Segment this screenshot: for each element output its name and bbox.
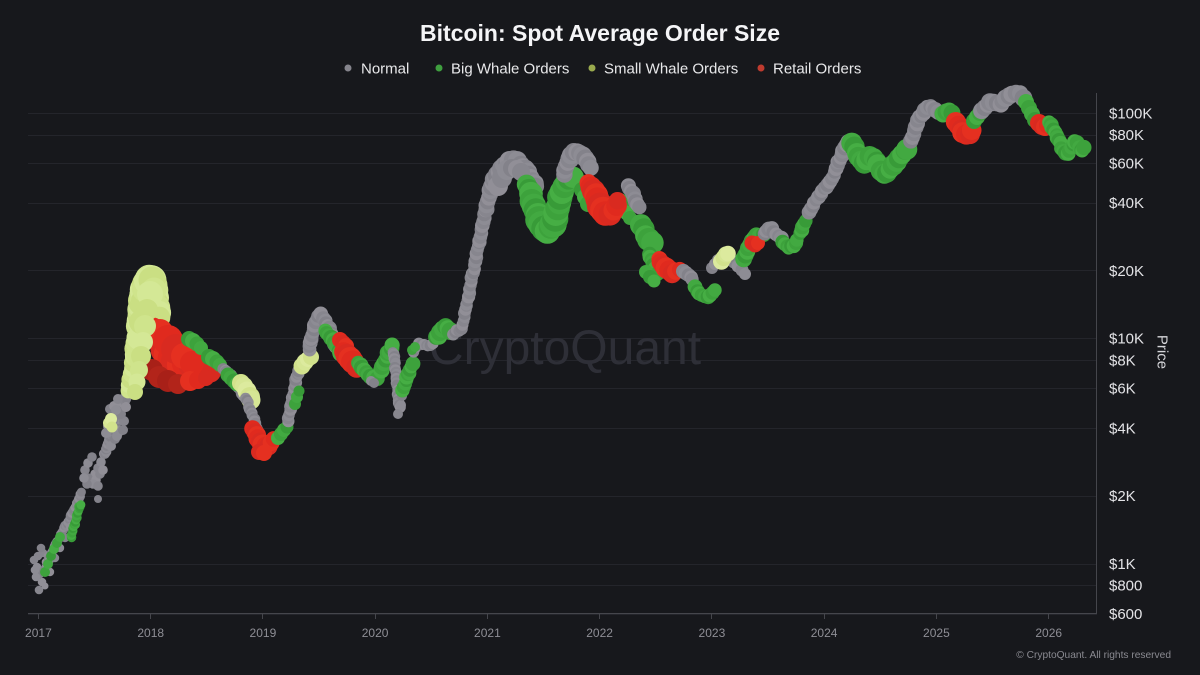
- svg-text:2018: 2018: [137, 626, 164, 640]
- svg-text:2022: 2022: [586, 626, 613, 640]
- svg-text:2026: 2026: [1035, 626, 1062, 640]
- svg-text:Small Whale Orders: Small Whale Orders: [604, 61, 738, 78]
- svg-text:$2K: $2K: [1109, 488, 1136, 505]
- svg-text:$20K: $20K: [1109, 263, 1144, 280]
- svg-text:$80K: $80K: [1109, 127, 1144, 144]
- svg-text:CryptoQuant: CryptoQuant: [429, 322, 701, 375]
- svg-text:2019: 2019: [250, 626, 277, 640]
- svg-text:2017: 2017: [25, 626, 52, 640]
- svg-text:2024: 2024: [811, 626, 838, 640]
- svg-text:Big Whale Orders: Big Whale Orders: [451, 61, 569, 78]
- svg-text:2020: 2020: [362, 626, 389, 640]
- svg-text:© CryptoQuant. All rights rese: © CryptoQuant. All rights reserved: [1016, 650, 1171, 661]
- svg-text:$600: $600: [1109, 606, 1142, 623]
- svg-text:$4K: $4K: [1109, 420, 1136, 437]
- svg-text:2025: 2025: [923, 626, 950, 640]
- svg-text:Retail Orders: Retail Orders: [773, 61, 861, 78]
- svg-text:$100K: $100K: [1109, 105, 1152, 122]
- svg-text:Price: Price: [1154, 335, 1171, 369]
- svg-text:$800: $800: [1109, 578, 1142, 595]
- svg-text:$60K: $60K: [1109, 155, 1144, 172]
- svg-text:2023: 2023: [699, 626, 726, 640]
- svg-text:Normal: Normal: [361, 61, 409, 78]
- svg-text:$40K: $40K: [1109, 195, 1144, 212]
- svg-text:$6K: $6K: [1109, 381, 1136, 398]
- svg-text:$1K: $1K: [1109, 556, 1136, 573]
- svg-text:Bitcoin: Spot Average Order Si: Bitcoin: Spot Average Order Size: [420, 20, 780, 46]
- svg-text:2021: 2021: [474, 626, 501, 640]
- svg-text:$10K: $10K: [1109, 331, 1144, 348]
- svg-text:$8K: $8K: [1109, 352, 1136, 369]
